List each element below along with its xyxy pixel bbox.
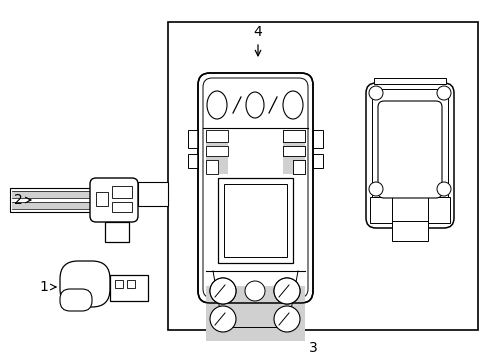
Ellipse shape [368, 182, 382, 196]
Bar [312, 154, 323, 168]
Text: 2: 2 [14, 193, 22, 207]
Bar [112, 202, 132, 212]
Bar [12, 202, 90, 209]
Bar [10, 188, 92, 212]
Bar [187, 154, 198, 168]
Bar [373, 78, 445, 84]
Bar [205, 130, 227, 174]
Bar [283, 130, 305, 142]
Bar [168, 22, 477, 330]
Ellipse shape [283, 91, 303, 119]
Bar [292, 160, 305, 174]
Ellipse shape [273, 278, 299, 304]
Bar [283, 130, 305, 174]
FancyBboxPatch shape [90, 178, 138, 222]
Ellipse shape [244, 281, 264, 301]
Bar [391, 221, 427, 241]
Ellipse shape [368, 86, 382, 100]
Bar [105, 222, 129, 242]
Bar [127, 280, 135, 288]
FancyBboxPatch shape [377, 101, 441, 198]
Bar [283, 146, 305, 156]
Bar [12, 191, 90, 198]
Bar [312, 130, 323, 148]
Bar [187, 130, 198, 148]
Ellipse shape [273, 306, 299, 332]
Ellipse shape [206, 91, 226, 119]
Bar [205, 160, 218, 174]
Text: 3: 3 [308, 341, 317, 355]
Ellipse shape [436, 182, 450, 196]
Ellipse shape [209, 278, 236, 304]
Bar [205, 130, 227, 142]
Bar [115, 280, 123, 288]
Bar [112, 186, 132, 198]
Text: 4: 4 [253, 25, 262, 39]
Ellipse shape [209, 306, 236, 332]
Bar [205, 286, 305, 341]
Bar [224, 184, 286, 257]
Bar [427, 197, 449, 223]
Bar [292, 160, 305, 174]
Ellipse shape [209, 278, 236, 304]
Ellipse shape [245, 92, 264, 118]
Bar [369, 197, 391, 223]
Ellipse shape [436, 86, 450, 100]
Bar [283, 130, 305, 142]
Bar [283, 146, 305, 156]
Bar [110, 275, 148, 301]
Bar [205, 146, 227, 156]
Ellipse shape [273, 278, 299, 304]
Bar [371, 89, 447, 222]
FancyBboxPatch shape [365, 83, 453, 228]
FancyBboxPatch shape [198, 73, 312, 303]
Bar [138, 182, 168, 206]
FancyBboxPatch shape [60, 261, 110, 307]
FancyBboxPatch shape [203, 78, 307, 298]
Bar [218, 178, 292, 263]
Bar [96, 192, 108, 206]
Text: 1: 1 [40, 280, 48, 294]
FancyBboxPatch shape [60, 289, 92, 311]
